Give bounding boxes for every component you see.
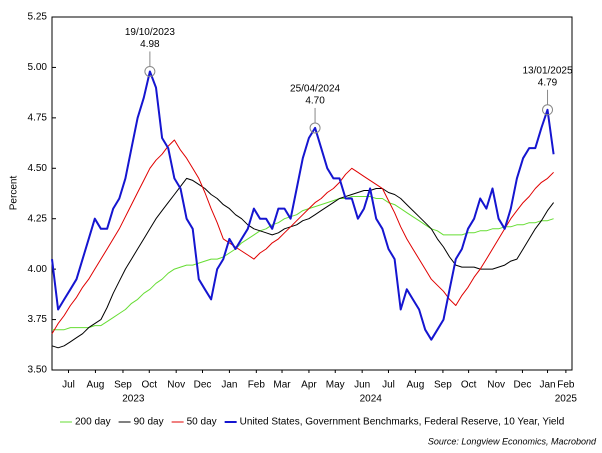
x-tick-label: Dec [194, 380, 212, 391]
annotation-date: 13/01/2025 [522, 65, 572, 76]
year-label: 2025 [555, 394, 578, 405]
y-tick-label: 4.50 [28, 163, 48, 174]
legend-label: 90 day [134, 417, 164, 428]
x-tick-label: Sep [114, 380, 132, 391]
plot-frame [51, 16, 573, 371]
x-tick-label: Nov [487, 380, 505, 391]
y-tick-label: 5.25 [28, 12, 48, 23]
x-tick-label: Aug [87, 380, 105, 391]
x-tick-label: May [326, 380, 345, 391]
x-tick-label: Jul [382, 380, 395, 391]
year-label: 2024 [360, 394, 383, 405]
x-tick-label: Nov [167, 380, 185, 391]
x-tick-label: Feb [248, 380, 266, 391]
series-line [51, 139, 554, 334]
x-tick-label: Mar [273, 380, 291, 391]
annotation-date: 19/10/2023 [125, 27, 175, 38]
annotation-date: 25/04/2024 [290, 84, 340, 95]
x-tick-label: Jul [62, 380, 75, 391]
legend-label: 200 day [75, 417, 111, 428]
y-tick-label: 4.75 [28, 112, 48, 123]
x-tick-label: Apr [301, 380, 317, 391]
series-line [51, 70, 555, 341]
x-tick-label: Sep [434, 380, 452, 391]
x-tick-label: Oct [461, 380, 477, 391]
y-tick-label: 4.00 [28, 264, 48, 275]
x-tick-label: Oct [141, 380, 157, 391]
annotation-value: 4.98 [140, 39, 160, 50]
legend-label: United States, Government Benchmarks, Fe… [240, 417, 565, 428]
y-tick-label: 3.75 [28, 314, 48, 325]
annotation-value: 4.79 [538, 77, 558, 88]
x-tick-label: Aug [406, 380, 424, 391]
source: Source: Longview Economics, Macrobond [428, 436, 597, 446]
legend-label: 50 day [187, 417, 217, 428]
y-tick-label: 5.00 [28, 62, 48, 73]
y-tick-label: 3.50 [28, 365, 48, 376]
x-tick-label: Jan [539, 380, 555, 391]
x-tick-label: Jun [354, 380, 370, 391]
x-tick-label: Dec [514, 380, 532, 391]
series-line [51, 177, 554, 349]
x-tick-label: Feb [557, 380, 575, 391]
annotation-value: 4.70 [305, 96, 325, 107]
y-axis-label: Percent [9, 176, 20, 211]
x-tick-label: Jan [221, 380, 237, 391]
series-line [52, 196, 554, 331]
year-label: 2023 [122, 394, 145, 405]
y-tick-label: 4.25 [28, 213, 48, 224]
